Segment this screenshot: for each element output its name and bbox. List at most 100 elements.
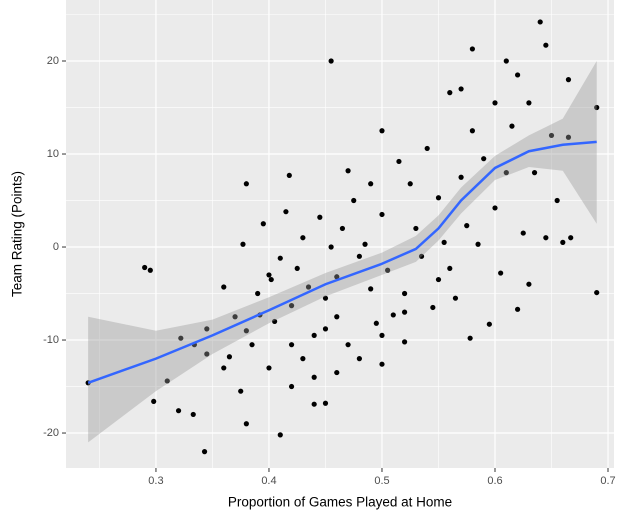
point (272, 318, 278, 325)
point (334, 274, 340, 280)
point (164, 378, 170, 384)
point (492, 205, 498, 211)
confidence-band (88, 61, 597, 443)
point (190, 411, 196, 418)
point (368, 286, 374, 292)
point (503, 58, 509, 64)
point (379, 332, 385, 338)
x-tick-label: 0.5 (374, 475, 389, 487)
point (447, 90, 453, 96)
point (204, 351, 210, 357)
point (243, 328, 249, 334)
point (430, 304, 436, 311)
point (401, 309, 408, 315)
point (464, 223, 470, 229)
point (498, 270, 504, 276)
point (514, 306, 521, 312)
point (322, 400, 329, 406)
point (486, 321, 492, 327)
point (379, 361, 385, 367)
point (373, 320, 379, 326)
point (435, 195, 442, 201)
point (385, 267, 391, 273)
point (594, 289, 600, 296)
y-tick-label: 20 (47, 55, 59, 67)
point (560, 239, 566, 245)
point (311, 332, 317, 338)
y-tick-label: 0 (53, 241, 59, 253)
point (260, 221, 266, 227)
point (221, 284, 227, 290)
point (469, 128, 475, 134)
point (531, 170, 538, 176)
point (311, 374, 317, 380)
point (492, 100, 498, 106)
point (286, 172, 292, 179)
point (396, 158, 402, 165)
point (475, 241, 481, 247)
point (407, 181, 413, 187)
y-tick-label: -10 (43, 334, 59, 346)
point (238, 388, 244, 394)
point (345, 342, 351, 348)
point (594, 104, 600, 111)
point (328, 244, 334, 250)
point (390, 312, 396, 318)
point (288, 342, 295, 348)
point (413, 225, 419, 232)
point (467, 335, 473, 341)
point (469, 46, 475, 52)
point (568, 235, 574, 241)
point (418, 253, 425, 259)
point (447, 265, 453, 272)
point (178, 335, 184, 341)
point (300, 356, 306, 362)
point (277, 255, 283, 261)
point (345, 168, 351, 174)
point (204, 326, 210, 332)
point (424, 145, 430, 152)
x-tick-label: 0.3 (148, 475, 163, 487)
point (514, 72, 521, 78)
point (351, 197, 357, 204)
point (401, 339, 408, 345)
panel (66, 0, 614, 468)
point (266, 365, 272, 371)
point (268, 276, 274, 283)
point (509, 123, 515, 129)
point (356, 253, 362, 259)
point (300, 235, 306, 241)
point (221, 365, 227, 371)
point (201, 449, 208, 455)
point (548, 132, 555, 139)
point (334, 314, 340, 320)
point (311, 401, 317, 407)
point (526, 100, 532, 106)
point (142, 264, 148, 271)
point (288, 303, 295, 309)
point (379, 128, 385, 134)
point (565, 77, 572, 83)
point (458, 174, 464, 180)
point (543, 42, 549, 48)
point (328, 58, 334, 64)
x-tick-label: 0.4 (261, 475, 276, 487)
point (243, 421, 249, 427)
point (452, 295, 459, 301)
x-tick-label: 0.6 (487, 475, 502, 487)
point (339, 225, 346, 232)
point (322, 326, 329, 332)
point (175, 408, 182, 414)
point (379, 211, 385, 218)
point (356, 356, 362, 362)
x-tick-label: 0.7 (600, 475, 615, 487)
point (520, 230, 526, 236)
point (305, 284, 312, 290)
point (266, 272, 272, 278)
point (240, 241, 246, 247)
y-tick-label: 10 (47, 148, 59, 160)
point (435, 276, 442, 283)
point (147, 267, 153, 273)
point (317, 214, 323, 220)
